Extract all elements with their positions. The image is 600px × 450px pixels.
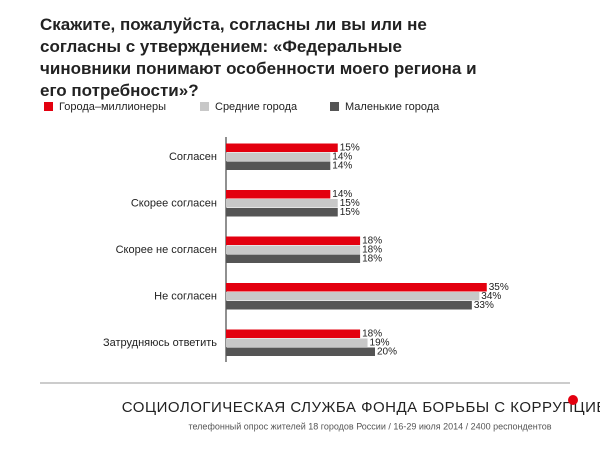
bar xyxy=(226,254,361,263)
bar xyxy=(226,329,361,338)
footer-title: СОЦИОЛОГИЧЕСКАЯ СЛУЖБА ФОНДА БОРЬБЫ С КО… xyxy=(122,398,600,416)
bar xyxy=(226,199,338,208)
y-tick-label: Скорее не согласен xyxy=(116,244,217,256)
value-label: 14% xyxy=(332,189,352,200)
legend-swatch xyxy=(330,102,339,111)
legend-swatch xyxy=(200,102,209,111)
footer-note: телефонный опрос жителей 18 городов Росс… xyxy=(188,421,551,431)
bar xyxy=(226,347,375,356)
bar xyxy=(226,338,368,347)
value-label: 15% xyxy=(340,143,360,154)
legend-label: Города–миллионеры xyxy=(59,101,166,113)
value-label: 20% xyxy=(377,347,397,358)
bar xyxy=(226,245,361,254)
value-label: 19% xyxy=(370,338,390,349)
value-label: 33% xyxy=(474,300,494,311)
bar xyxy=(226,208,338,217)
bar xyxy=(226,283,487,292)
bar xyxy=(226,143,338,152)
bar xyxy=(226,161,331,170)
value-label: 15% xyxy=(340,198,360,209)
value-label: 14% xyxy=(332,152,352,163)
y-tick-label: Согласен xyxy=(169,151,217,163)
legend-label: Средние города xyxy=(215,101,298,113)
value-label: 14% xyxy=(332,161,352,172)
chart-title: Скажите, пожалуйста, согласны ли вы или … xyxy=(40,15,477,100)
bar xyxy=(226,292,480,301)
value-label: 34% xyxy=(481,291,501,302)
bar xyxy=(226,152,331,161)
y-tick-label: Не согласен xyxy=(154,290,217,302)
value-label: 15% xyxy=(340,207,360,218)
legend-label: Маленькие города xyxy=(345,101,440,113)
value-label: 18% xyxy=(362,254,382,265)
logo-dot xyxy=(568,395,578,405)
value-label: 18% xyxy=(362,236,382,247)
value-label: 18% xyxy=(362,245,382,256)
bar xyxy=(226,190,331,199)
y-tick-label: Затрудняюсь ответить xyxy=(103,337,217,349)
value-label: 35% xyxy=(489,282,509,293)
bar xyxy=(226,301,472,310)
bar xyxy=(226,236,361,245)
y-tick-label: Скорее согласен xyxy=(131,197,217,209)
value-label: 18% xyxy=(362,329,382,340)
legend-swatch xyxy=(44,102,53,111)
